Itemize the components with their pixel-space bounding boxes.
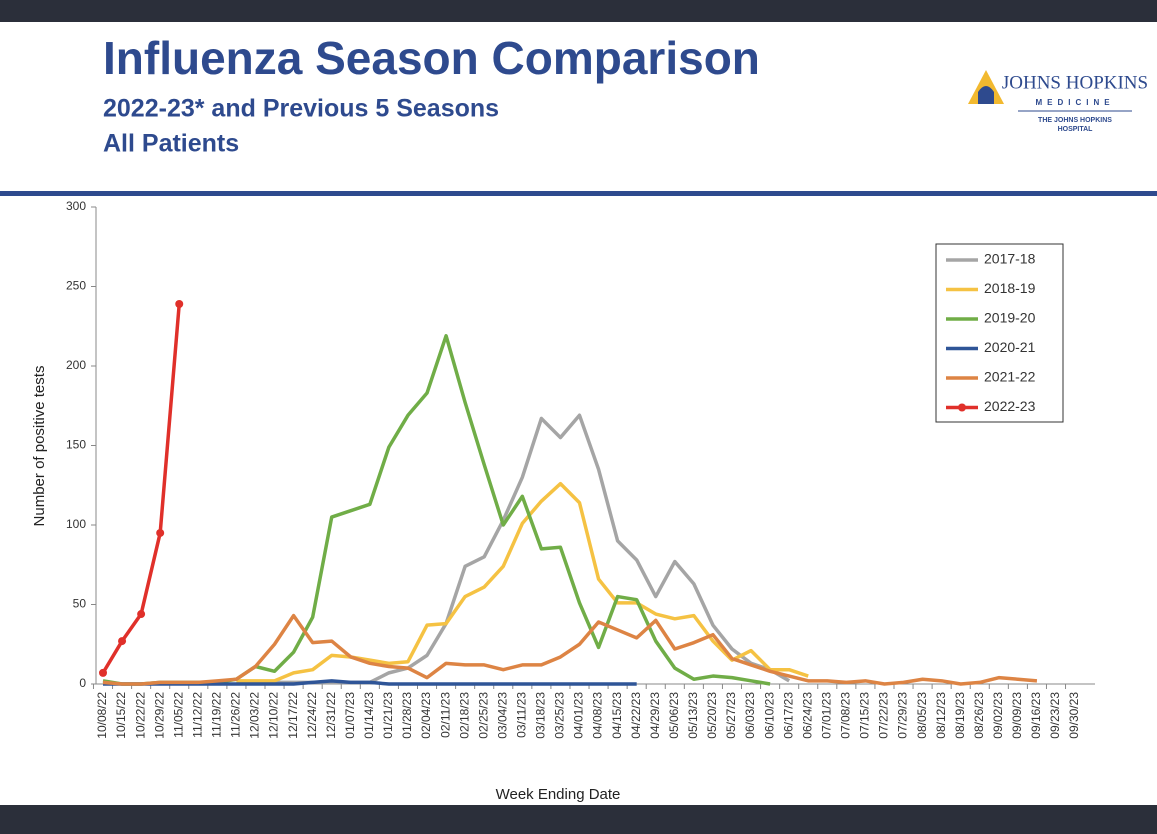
x-tick-label: 04/15/23	[610, 692, 624, 739]
subtitle: 2022-23* and Previous 5 Seasons	[103, 95, 499, 123]
y-tick-label: 0	[79, 676, 86, 690]
x-tick-label: 08/05/23	[915, 692, 929, 739]
x-tick-label: 12/10/22	[267, 692, 281, 739]
legend-label: 2018-19	[984, 280, 1036, 296]
y-axis-label: Number of positive tests	[31, 366, 48, 527]
x-tick-label: 09/02/23	[991, 692, 1005, 739]
legend-box	[935, 243, 1064, 423]
x-tick-label: 07/01/23	[819, 692, 833, 739]
x-tick-label: 10/29/22	[152, 692, 166, 739]
x-tick-label: 01/14/23	[362, 692, 376, 739]
x-tick-label: 11/05/22	[171, 692, 185, 738]
x-tick-label: 04/22/23	[629, 692, 643, 739]
logo-dome	[978, 86, 994, 104]
point	[99, 668, 107, 677]
subtitle: All Patients	[103, 130, 239, 158]
point	[175, 299, 184, 308]
x-tick-label: 06/10/23	[762, 692, 776, 739]
logo-hospital: THE JOHNS HOPKINS	[1038, 117, 1112, 124]
logo: JOHNS HOPKINS MEDICINE THE JOHNS HOPKINS…	[968, 70, 1148, 133]
y-tick-label: 300	[66, 199, 86, 213]
x-tick-label: 01/28/23	[400, 692, 414, 739]
x-tick-label: 06/17/23	[781, 692, 795, 739]
x-tick-label: 10/22/22	[133, 692, 147, 739]
y-tick-label: 150	[66, 438, 86, 452]
x-tick-label: 12/17/22	[286, 692, 300, 739]
x-tick-label: 05/06/23	[667, 692, 681, 739]
x-tick-label: 06/03/23	[743, 692, 757, 739]
x-tick-label: 12/31/22	[324, 692, 338, 739]
x-tick-label: 11/19/22	[210, 692, 224, 738]
x-tick-label: 03/04/23	[495, 692, 509, 739]
x-tick-label: 06/24/23	[800, 692, 814, 739]
x-tick-label: 10/15/22	[114, 692, 128, 739]
header-rule	[0, 191, 1157, 196]
x-tick-label: 02/04/23	[419, 692, 433, 739]
x-tick-label: 11/12/22	[190, 692, 204, 738]
x-tick-label: 01/07/23	[343, 692, 357, 739]
y-tick-label: 100	[66, 517, 86, 531]
x-tick-label: 07/15/23	[858, 692, 872, 739]
series-line	[236, 481, 809, 683]
x-tick-label: 12/03/22	[248, 692, 262, 739]
y-tick-label: 50	[73, 597, 87, 611]
x-tick-label: 04/29/23	[648, 692, 662, 739]
x-tick-label: 01/21/23	[381, 692, 395, 739]
x-tick-label: 07/08/23	[839, 692, 853, 739]
point	[118, 637, 127, 646]
x-tick-label: 12/24/22	[305, 692, 319, 739]
legend-label: 2022-23	[984, 398, 1036, 414]
logo-sub: MEDICINE	[1035, 98, 1114, 107]
x-tick-label: 08/19/23	[953, 692, 967, 739]
x-tick-label: 05/13/23	[686, 692, 700, 739]
legend-label: 2021-22	[984, 369, 1036, 385]
x-axis-label: Week Ending Date	[496, 786, 621, 803]
x-tick-label: 09/09/23	[1010, 692, 1024, 739]
chart-title: Influenza Season Comparison	[103, 32, 760, 84]
x-tick-label: 10/08/22	[95, 692, 109, 739]
x-tick-label: 09/23/23	[1048, 692, 1062, 739]
x-tick-label: 11/26/22	[229, 692, 243, 738]
point	[156, 528, 165, 537]
x-tick-label: 02/11/23	[438, 692, 452, 738]
logo-name: JOHNS HOPKINS	[1002, 72, 1148, 93]
x-tick-label: 05/27/23	[724, 692, 738, 739]
y-tick-label: 200	[66, 358, 86, 372]
y-tick-label: 250	[66, 279, 86, 293]
x-tick-label: 03/11/23	[514, 692, 528, 738]
point	[137, 610, 146, 619]
x-tick-label: 03/25/23	[553, 692, 567, 739]
x-tick-label: 08/12/23	[934, 692, 948, 739]
x-tick-label: 04/08/23	[591, 692, 605, 739]
x-tick-label: 04/01/23	[572, 692, 586, 739]
x-tick-label: 07/22/23	[877, 692, 891, 739]
logo-hospital: HOSPITAL	[1058, 126, 1094, 133]
x-tick-label: 03/18/23	[534, 692, 548, 739]
legend-label: 2019-20	[984, 310, 1036, 326]
x-tick-label: 09/16/23	[1029, 692, 1043, 739]
legend-label: 2017-18	[984, 251, 1036, 267]
x-tick-label: 09/30/23	[1067, 692, 1081, 739]
x-tick-label: 02/18/23	[457, 692, 471, 739]
x-tick-label: 05/20/23	[705, 692, 719, 739]
legend-marker	[958, 403, 966, 412]
x-tick-label: 07/29/23	[896, 692, 910, 739]
legend-label: 2020-21	[984, 339, 1036, 355]
series-line	[102, 613, 1038, 686]
x-tick-label: 08/26/23	[972, 692, 986, 739]
x-tick-label: 02/25/23	[476, 692, 490, 739]
